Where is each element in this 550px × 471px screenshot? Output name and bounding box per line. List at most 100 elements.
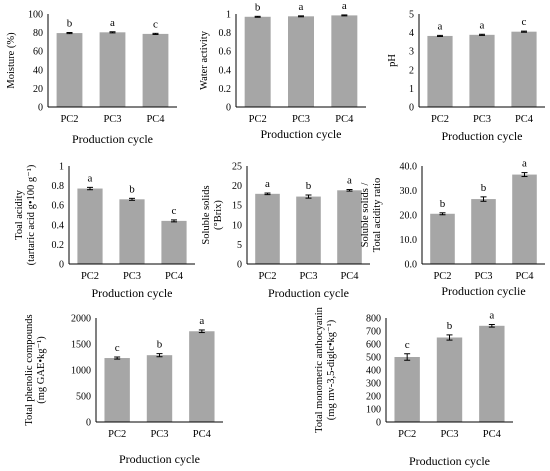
x-tick-label: PC4 xyxy=(335,114,354,125)
x-tick-label: PC3 xyxy=(299,271,317,282)
x-tick-label: PC2 xyxy=(60,114,78,125)
chart-panel-3: 0 1 2 3 4 5 a PC2 a PC3 c PC4 Production cycle pH xyxy=(387,10,545,143)
y-tick-label: 1 xyxy=(59,162,64,173)
chart-panel-7: 0 500 1000 1500 2000 c PC2 b PC3 a PC4 Production c… xyxy=(24,314,223,466)
y-tick-label: 15 xyxy=(232,201,242,212)
x-tick-label: PC2 xyxy=(108,429,126,440)
y-tick-label: 500 xyxy=(366,353,381,364)
y-tick-label: 800 xyxy=(366,314,381,325)
y-axis-title: Total phenolic compounds xyxy=(24,314,35,425)
significance-letter: a xyxy=(342,0,347,12)
x-axis-title: Production cycle xyxy=(268,286,349,300)
x-tick-label: PC3 xyxy=(292,114,310,125)
x-tick-label: PC2 xyxy=(249,114,267,125)
bar-pc3 xyxy=(119,199,145,264)
significance-letter: b xyxy=(481,182,487,194)
bar-pc2 xyxy=(77,188,103,264)
y-tick-label: 2 xyxy=(409,65,414,76)
x-tick-label: PC4 xyxy=(165,271,184,282)
bar-pc4 xyxy=(512,174,537,264)
y-tick-label: 400 xyxy=(366,366,381,377)
y-tick-label: 0 xyxy=(38,103,43,114)
y-tick-label: 0.4 xyxy=(219,65,232,76)
y-tick-label: 0.0 xyxy=(405,260,418,271)
y-tick-label: 0.6 xyxy=(52,201,65,212)
chart-panel-8: 0 100 200 300 400 500 600 700 800 c PC2 b PC3 a PC4 Pro… xyxy=(314,306,513,468)
y-tick-label: 4 xyxy=(409,28,414,39)
bar-pc3 xyxy=(288,16,314,108)
x-tick-label: PC2 xyxy=(398,429,416,440)
x-tick-label: PC3 xyxy=(440,429,458,440)
significance-letter: a xyxy=(489,310,494,322)
y-tick-label: 10 xyxy=(232,220,242,231)
bar-pc3 xyxy=(296,196,321,264)
y-tick-label: 40 xyxy=(33,65,43,76)
x-tick-label: PC3 xyxy=(103,114,121,125)
x-axis-title: Production cycle xyxy=(92,286,173,300)
y-tick-label: 0.6 xyxy=(219,47,232,58)
y-axis-title: (°Brix) xyxy=(213,200,224,230)
significance-letter: c xyxy=(153,18,158,30)
x-tick-label: PC4 xyxy=(193,429,212,440)
y-tick-label: 0.2 xyxy=(219,84,232,95)
significance-letter: b xyxy=(67,18,73,30)
chart-panel-1: 0 20 40 60 80 100 b PC2 a PC3 c PC4 Production cycle… xyxy=(6,10,177,146)
chart-panel-4: 0 0.2 0.4 0.6 0.8 1 a PC2 b PC3 c PC4 Production cyc… xyxy=(14,162,195,300)
y-tick-label: 10.0 xyxy=(400,235,418,246)
y-axis-title: (tartaric acid g•100 g⁻¹) xyxy=(26,164,37,265)
bar-pc4 xyxy=(331,15,358,108)
bar-pc2 xyxy=(430,213,455,264)
y-axis-title: Soluble solids / xyxy=(360,183,371,248)
bar-pc2 xyxy=(427,35,453,107)
significance-letter: c xyxy=(522,16,527,28)
x-tick-label: PC3 xyxy=(474,271,492,282)
y-tick-label: 300 xyxy=(366,379,381,390)
y-tick-label: 500 xyxy=(76,392,91,403)
significance-letter: c xyxy=(172,205,177,217)
bar-pc3 xyxy=(99,32,126,107)
significance-letter: a xyxy=(480,19,485,31)
x-axis-title: Production cycle xyxy=(119,452,200,466)
x-axis-title: Production cycle xyxy=(261,127,342,141)
bar-pc4 xyxy=(142,33,169,107)
significance-letter: a xyxy=(299,1,304,13)
significance-letter: a xyxy=(88,172,93,184)
significance-letter: a xyxy=(199,315,204,327)
bar-pc2 xyxy=(255,193,280,264)
y-tick-label: 30.0 xyxy=(400,186,418,197)
y-tick-label: 0 xyxy=(409,103,414,114)
y-axis-title: pH xyxy=(387,54,398,67)
x-tick-label: PC4 xyxy=(340,271,359,282)
bar-pc3 xyxy=(471,199,496,264)
y-tick-label: 600 xyxy=(366,340,381,351)
y-tick-label: 1 xyxy=(409,84,414,95)
y-tick-label: 100 xyxy=(366,405,381,416)
bar-pc2 xyxy=(104,358,130,422)
y-tick-label: 700 xyxy=(366,327,381,338)
bar-pc3 xyxy=(436,337,463,422)
bar-pc3 xyxy=(469,34,495,107)
y-tick-label: 40.0 xyxy=(400,162,418,173)
significance-letter: b xyxy=(255,1,261,13)
y-axis-title: Soluble solids xyxy=(201,185,212,244)
x-tick-label: PC3 xyxy=(150,429,168,440)
y-tick-label: 100 xyxy=(28,10,43,21)
y-tick-label: 20 xyxy=(33,84,43,95)
y-tick-label: 20.0 xyxy=(400,211,418,222)
x-axis-title: Production cycle xyxy=(442,129,523,143)
significance-letter: b xyxy=(440,198,446,210)
x-tick-label: PC2 xyxy=(433,271,451,282)
x-axis-title: Production cycle xyxy=(409,454,490,468)
y-axis-title: Moisture (%) xyxy=(6,32,17,89)
x-tick-label: PC3 xyxy=(123,271,141,282)
y-axis-title: Toal acidity xyxy=(14,189,25,239)
y-axis-title: Total monomeric anthocyanin xyxy=(314,306,325,433)
x-tick-label: PC4 xyxy=(146,114,165,125)
bar-pc4 xyxy=(337,190,362,264)
x-axis-title: Production cyclie xyxy=(441,284,525,298)
y-tick-label: 20 xyxy=(232,181,242,192)
y-tick-label: 1 xyxy=(226,10,231,21)
y-tick-label: 0 xyxy=(376,418,381,429)
y-tick-label: 1000 xyxy=(71,366,91,377)
